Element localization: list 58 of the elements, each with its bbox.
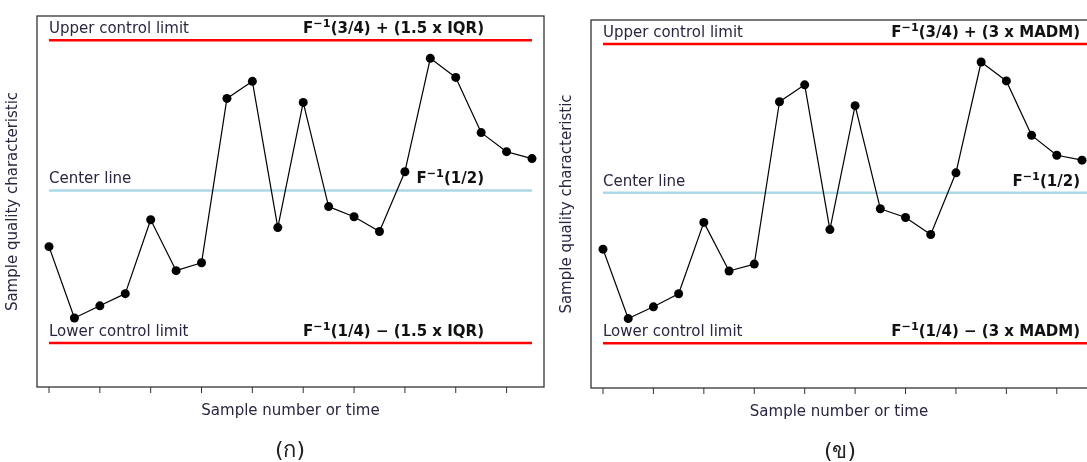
point	[298, 97, 308, 107]
point	[749, 259, 759, 269]
point	[850, 101, 860, 111]
point	[1077, 155, 1087, 165]
point	[724, 266, 734, 276]
point	[1001, 76, 1011, 86]
point	[674, 289, 684, 299]
point	[197, 258, 207, 268]
point	[502, 147, 512, 157]
ref-line-label: Upper control limit	[603, 23, 744, 42]
point	[120, 289, 130, 299]
text: (ก)	[274, 437, 306, 462]
point	[527, 154, 537, 164]
point	[623, 314, 633, 324]
point	[976, 57, 986, 67]
point	[825, 225, 835, 235]
point	[273, 223, 283, 233]
point	[875, 204, 885, 214]
point	[926, 229, 936, 239]
point	[400, 167, 410, 177]
point	[699, 217, 709, 227]
point	[95, 301, 105, 311]
point	[648, 302, 658, 312]
point	[598, 244, 608, 254]
x-axis-title: Sample number or time	[749, 402, 929, 420]
text: (ข)	[823, 438, 857, 462]
point	[1027, 130, 1037, 140]
y-axis-title: Sample quality characteristic	[557, 94, 575, 314]
point	[451, 72, 461, 82]
point	[800, 80, 810, 90]
point	[349, 212, 359, 222]
point	[374, 227, 384, 237]
ref-line-label: Center line	[603, 171, 686, 190]
point	[146, 215, 156, 225]
point	[1052, 150, 1062, 160]
annotation: F$^{−1}$(1/2)	[416, 166, 484, 188]
point	[476, 128, 486, 138]
point	[774, 97, 784, 107]
point	[324, 202, 334, 212]
y-axis-title: Sample quality characteristic	[3, 91, 21, 312]
point	[247, 76, 257, 86]
point	[901, 213, 911, 222]
ref-line-label: Lower control limit	[49, 321, 189, 340]
point	[425, 53, 435, 63]
annotation: F$^{−1}$(1/4) − (1.5 x IQR)	[303, 319, 484, 340]
annotation: F$^{−1}$(1/4) − (3 x MADM)	[891, 319, 1080, 341]
ref-line-label: Center line	[49, 169, 132, 188]
annotation: F$^{−1}$(3/4) + (3 x MADM)	[891, 20, 1080, 42]
point	[44, 242, 54, 252]
point	[69, 313, 79, 323]
annotation: F$^{−1}$(1/2)	[1012, 169, 1080, 190]
point	[951, 168, 961, 178]
annotation: F$^{−1}$(3/4) + (1.5 x IQR)	[303, 16, 484, 38]
point	[222, 93, 232, 103]
point	[171, 266, 181, 276]
ref-line-label: Lower control limit	[603, 322, 743, 341]
ref-line-label: Upper control limit	[49, 19, 190, 38]
x-axis-title: Sample number or time	[201, 401, 380, 419]
